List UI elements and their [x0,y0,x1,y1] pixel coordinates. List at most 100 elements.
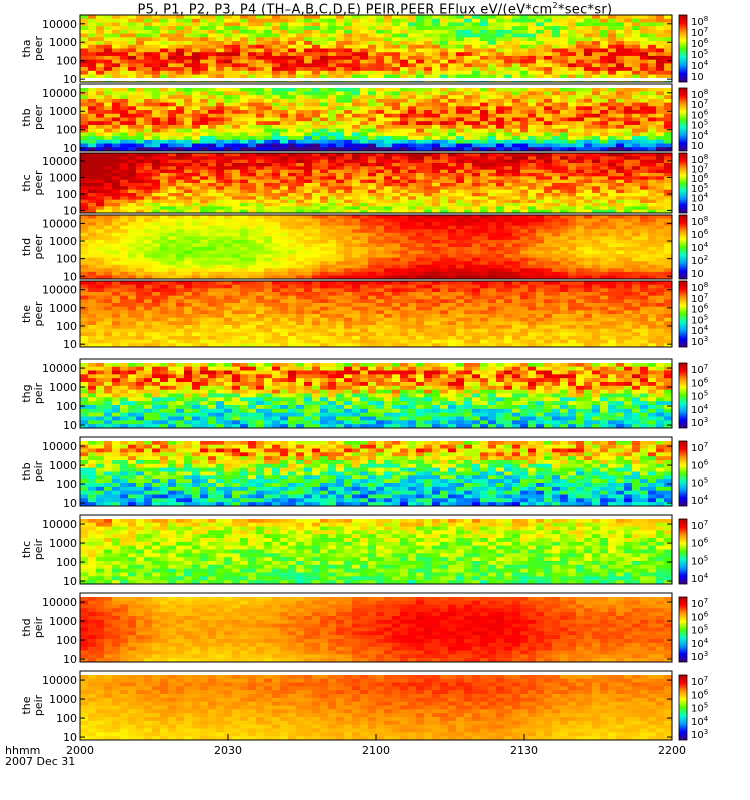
x-tick-label: 2200 [658,744,686,757]
y-tick-label: 10000 [42,87,77,100]
y-tick-label: 100 [56,400,77,413]
colorbar-tick-label: 106 [691,376,709,389]
y-tick-label: 100 [56,478,77,491]
colorbar-tick-label: 106 [691,537,709,550]
colorbar-tick-label: 108 [691,153,708,166]
y-axis-label: thgpeir [20,382,45,404]
y-tick-label: 10 [63,338,77,351]
y-tick-label: 100 [56,320,77,333]
y-tick-label: 1000 [49,235,77,248]
colorbar-tick-label: 106 [691,108,709,121]
y-tick-label: 10 [63,270,77,283]
colorbar-tick-label: 10 [691,72,704,83]
colorbar-tick-label: 103 [691,728,708,741]
time-format-label: hhmm [5,744,41,757]
y-tick-label: 100 [56,253,77,266]
y-tick-label: 1000 [49,693,77,706]
y-axis-label: thbpeer [20,105,45,131]
panel-frame [79,514,673,585]
y-axis-label: thepeer [20,301,45,327]
spectrogram-image [80,153,672,213]
colorbar-tick-label: 108 [691,281,708,294]
colorbar-tick-label: 104 [691,191,709,204]
colorbar-tick-label: 105 [691,390,708,403]
spectrogram-image [80,437,672,506]
colorbar-tick-label: 10 [691,269,704,280]
y-tick-label: 100 [56,634,77,647]
spectrogram-image [80,215,672,279]
colorbar-tick-label: 107 [691,98,708,111]
colorbar-tick-label: 103 [691,335,708,348]
panel-thb-peir: 10 100 1000 10000 thbpeir 107 106 105 104 [20,436,709,510]
chart-title: P5, P1, P2, P3, P4 (TH–A,B,C,D,E) PEIR,P… [137,1,613,18]
y-tick-label: 100 [56,124,77,137]
y-tick-label: 10 [63,73,77,86]
colorbar-tick-label: 105 [691,182,708,195]
colorbar-tick-label: 103 [691,650,708,663]
panel-frame [79,14,673,83]
y-axis-label: thdpeir [20,616,45,638]
y-tick-label: 10 [63,419,77,432]
colorbar-tick-label: 105 [691,554,708,567]
x-tick-label: 2130 [510,744,538,757]
colorbar-tick-label: 104 [691,494,709,507]
colorbar-tick-label: 107 [691,519,708,532]
spectrogram-image [80,281,672,347]
colorbar-tick-label: 10 [691,203,704,214]
y-tick-label: 10 [63,204,77,217]
colorbar-tick-label: 105 [691,624,708,637]
y-tick-label: 10000 [42,155,77,168]
colorbar-tick-label: 104 [691,129,709,142]
colorbar-tick-label: 104 [691,572,709,585]
colorbar-tick-label: 106 [691,172,709,185]
y-axis-label: thcpeir [20,538,45,560]
y-tick-label: 10000 [42,284,77,297]
spectrogram-image [80,593,672,662]
y-tick-label: 100 [56,712,77,725]
y-tick-label: 10000 [42,18,77,31]
y-tick-label: 10 [63,653,77,666]
time-axis-footer: hhmm 2007 Dec 31 [5,745,75,767]
y-tick-label: 1000 [49,537,77,550]
colorbar-tick-label: 107 [691,26,708,39]
colorbar-tick-label: 106 [691,459,709,472]
x-tick-label: 2030 [214,744,242,757]
colorbar-tick-label: 106 [691,228,709,241]
colorbar-tick-label: 108 [691,88,708,101]
colorbar-tick-label: 102 [691,254,708,267]
colorbar-tick-label: 108 [691,215,708,228]
y-axis-label: thcpeer [20,170,45,196]
colorbar-tick-label: 107 [691,675,708,688]
colorbar-tick-label: 106 [691,610,709,623]
spectrogram-image [80,515,672,584]
colorbar-tick-label: 105 [691,702,708,715]
colorbar-tick-label: 104 [691,403,709,416]
colorbar-tick-label: 104 [691,59,709,72]
spectrogram-image [80,15,672,82]
y-tick-label: 1000 [49,459,77,472]
colorbar-tick-label: 107 [691,363,708,376]
y-tick-label: 10000 [42,596,77,609]
y-tick-label: 10000 [42,518,77,531]
spectrogram-image [80,359,672,428]
colorbar-tick-label: 108 [691,15,708,28]
panel-frame [79,280,673,348]
y-tick-label: 10000 [42,217,77,230]
x-tick-label: 2000 [66,744,94,757]
y-axis-label: thapeer [20,36,45,62]
y-tick-label: 1000 [49,171,77,184]
colorbar-tick-label: 105 [691,313,708,326]
date-label: 2007 Dec 31 [5,755,76,768]
y-tick-label: 1000 [49,105,77,118]
colorbar-tick-label: 10 [691,141,704,152]
